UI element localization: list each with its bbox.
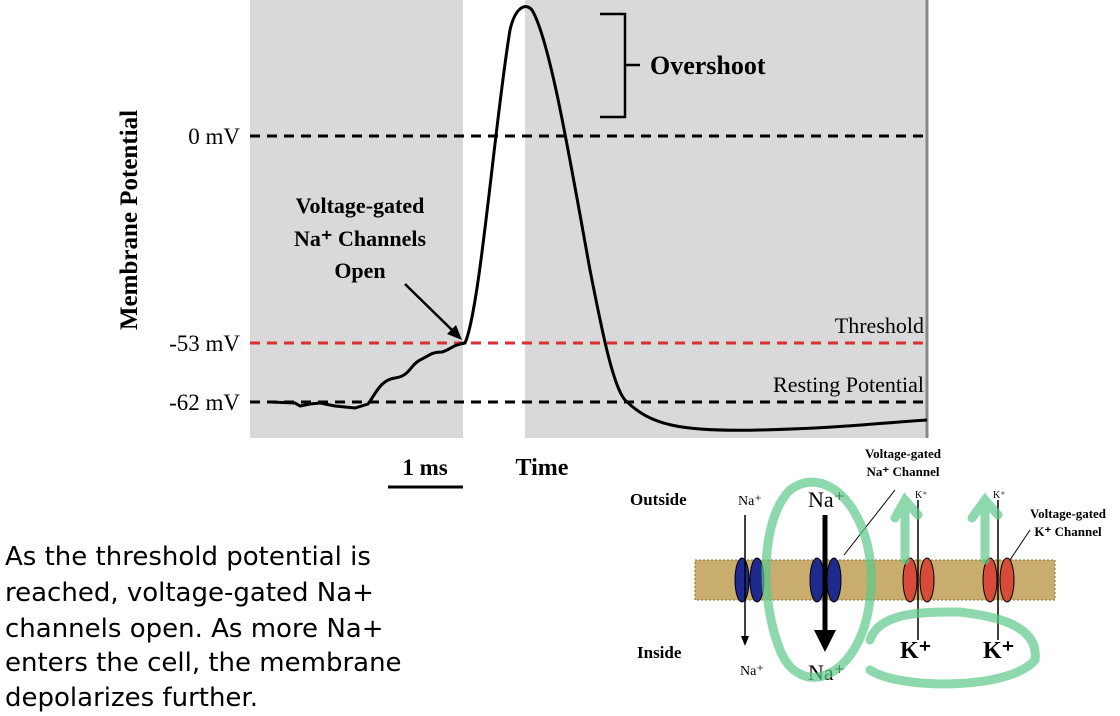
inside-label: Inside <box>637 643 682 662</box>
arrow-head <box>814 630 836 652</box>
panel <box>525 0 927 438</box>
ion-label: Na⁺ <box>740 664 764 679</box>
caption-line: channels open. As more Na+ <box>5 614 384 644</box>
pointer <box>1009 529 1031 561</box>
scale-label: 1 ms <box>402 455 447 480</box>
x-axis-label: Time <box>516 455 569 481</box>
channel <box>999 557 1015 603</box>
channel-label: K⁺ Channel <box>1034 524 1102 539</box>
pointer <box>843 489 896 556</box>
overshoot-bracket <box>600 12 640 119</box>
caption-line: depolarizes further. <box>5 683 258 713</box>
ion-label: K⁺ <box>900 638 931 664</box>
resting-label: Resting Potential <box>773 372 924 397</box>
annotation: Na⁺ Channels <box>294 226 426 251</box>
channel-label: Voltage-gated <box>1030 506 1107 521</box>
channel <box>826 557 842 603</box>
action-potential-curve <box>269 5 928 432</box>
ion-label: Na⁺ <box>738 494 762 509</box>
annotation: Voltage-gated <box>296 193 425 218</box>
caption-line: enters the cell, the membrane <box>5 648 402 678</box>
scribble <box>761 477 876 682</box>
level-label: 0 mV <box>188 124 240 149</box>
overshoot-label: Overshoot <box>650 51 766 80</box>
outside-label: Outside <box>630 490 687 509</box>
ion-label: K⁺ <box>915 490 928 501</box>
arrow <box>404 283 453 331</box>
channel-label: Voltage-gated <box>865 446 942 461</box>
threshold-label: Threshold <box>835 313 924 338</box>
ion-label: K⁺ <box>983 638 1014 664</box>
annotation: Open <box>334 258 385 283</box>
channel <box>982 557 998 603</box>
scribble <box>865 607 1040 689</box>
channel <box>734 557 750 603</box>
panel <box>250 0 463 438</box>
membrane-texture <box>694 559 1056 601</box>
y-axis-label: Membrane Potential <box>116 110 143 330</box>
level-label: -62 mV <box>169 390 240 415</box>
ion-label: K⁺ <box>993 490 1006 501</box>
channel-label: Na⁺ Channel <box>867 464 940 479</box>
channel <box>809 557 825 603</box>
scribble <box>890 492 1003 565</box>
highlight-scribble <box>761 477 1040 689</box>
caption-line: reached, voltage-gated Na+ <box>5 578 374 608</box>
arrow-head <box>447 325 462 340</box>
arrow-head <box>741 636 749 646</box>
level-label: -53 mV <box>169 331 240 356</box>
caption-line: As the threshold potential is <box>5 542 371 572</box>
channel <box>902 557 918 603</box>
channel <box>919 557 935 603</box>
